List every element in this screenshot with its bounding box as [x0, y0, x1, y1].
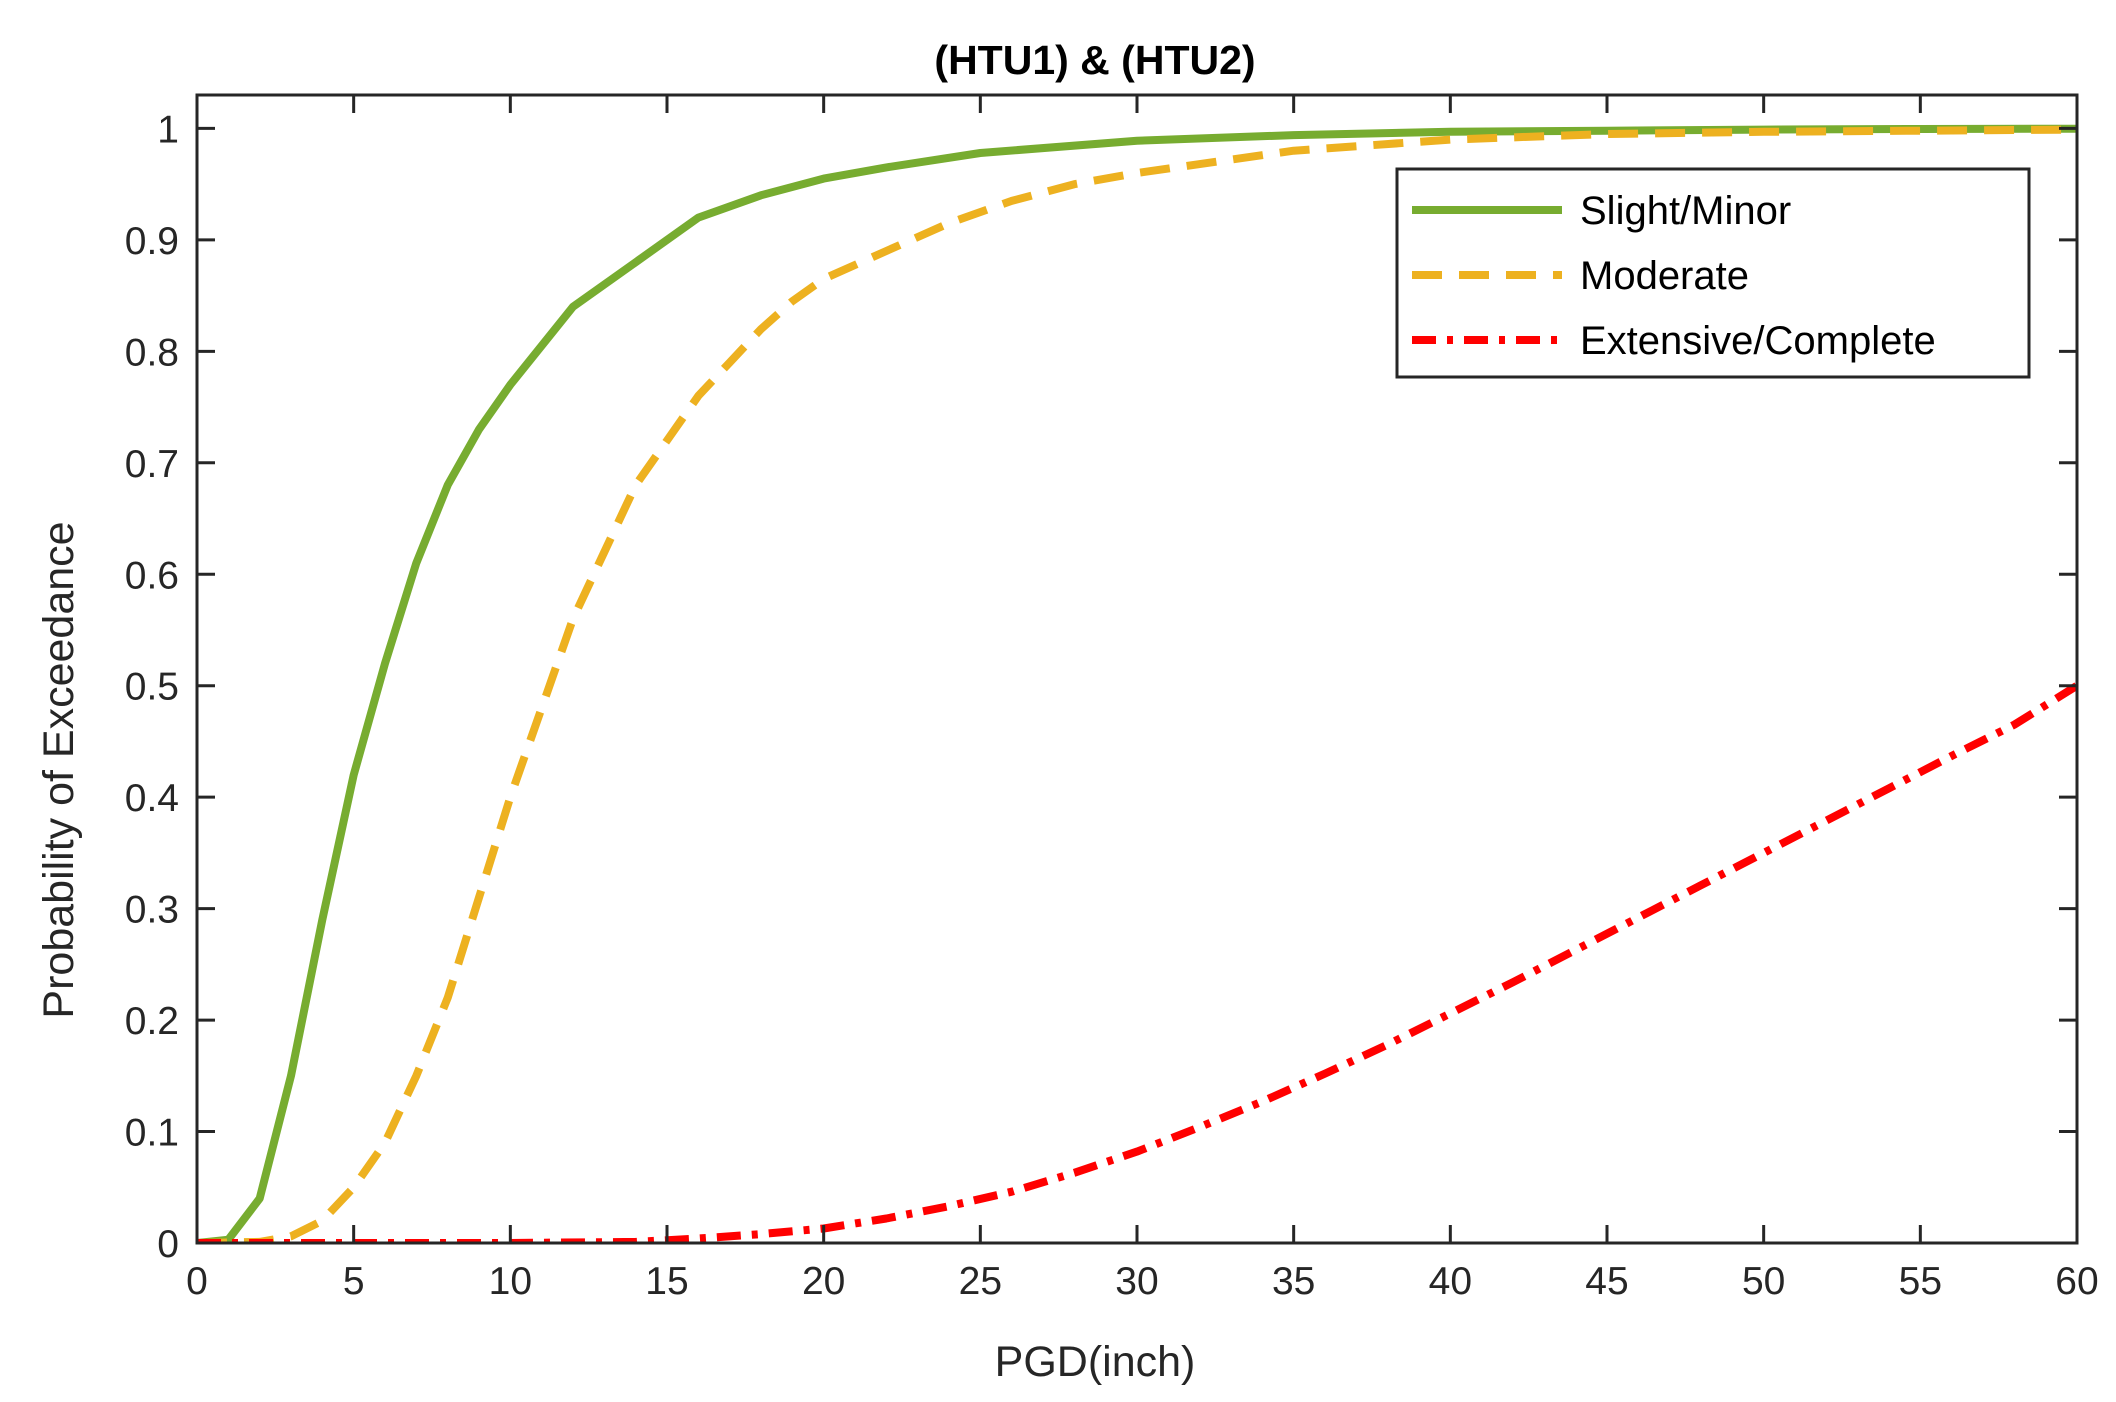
legend-label-slight-minor: Slight/Minor [1580, 189, 1791, 233]
series-line-extensive-complete [197, 682, 2077, 1243]
y-axis-title: Probability of Exceedance [35, 521, 83, 1018]
x-tick-label: 35 [1272, 1260, 1315, 1303]
legend-label-moderate: Moderate [1580, 254, 1749, 298]
y-tick-label: 0.4 [125, 777, 179, 820]
legend: Slight/Minor Moderate Extensive/Complete [1395, 167, 2031, 379]
x-tick-label: 40 [1429, 1260, 1472, 1303]
x-tick-label: 50 [1742, 1260, 1785, 1303]
x-tick-label: 0 [186, 1260, 208, 1303]
y-tick-label: 0.7 [125, 443, 179, 486]
y-tick-label: 0 [157, 1223, 179, 1266]
series-line-moderate [197, 125, 2077, 1243]
y-tick-label: 0.3 [125, 889, 179, 932]
x-tick-label: 45 [1585, 1260, 1628, 1303]
y-tick-label: 1 [157, 108, 179, 151]
y-tick-label: 0.9 [125, 220, 179, 263]
x-tick-label: 20 [802, 1260, 845, 1303]
x-tick-label: 10 [489, 1260, 532, 1303]
x-tick-label: 60 [2055, 1260, 2098, 1303]
x-tick-label: 30 [1115, 1260, 1158, 1303]
series-line-slight-minor [197, 124, 2077, 1243]
y-tick-label: 0.1 [125, 1112, 179, 1155]
y-tick-label: 0.6 [125, 554, 179, 597]
y-tick-label: 0.2 [125, 1000, 179, 1043]
x-tick-label: 55 [1899, 1260, 1942, 1303]
x-tick-label: 25 [959, 1260, 1002, 1303]
y-tick-label: 0.8 [125, 331, 179, 374]
chart-title: (HTU1) & (HTU2) [934, 37, 1255, 83]
plot-area: 0 5 10 15 20 25 30 35 40 45 50 55 60 0 0.1 0.2 0.3 0.4 0.5… [125, 93, 2099, 1303]
x-tick-label: 5 [343, 1260, 365, 1303]
y-tick-label: 0.5 [125, 666, 179, 709]
x-axis-title: PGD(inch) [995, 1338, 1196, 1386]
legend-label-extensive-complete: Extensive/Complete [1580, 319, 1936, 363]
series-group [197, 124, 2077, 1243]
x-tick-label: 15 [645, 1260, 688, 1303]
